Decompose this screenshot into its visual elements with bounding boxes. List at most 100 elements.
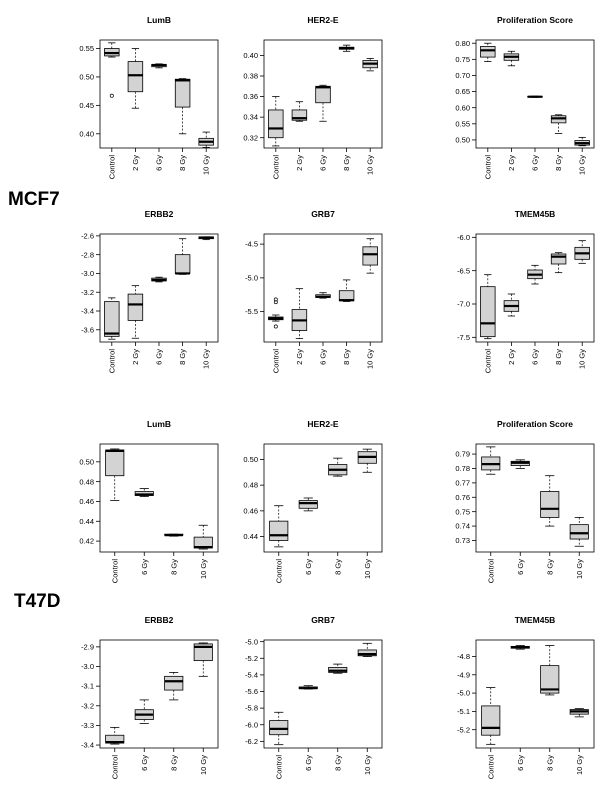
y-tick-label: -6.5 [457, 266, 470, 275]
x-tick-label: Control [107, 349, 116, 374]
x-tick-label: 10 Gy [202, 349, 211, 369]
y-tick-label: 0.50 [455, 136, 470, 145]
chart-mcf7-proliferation-score: Proliferation Score 0.50 0.55 0.60 0.65 0.70 0… [455, 15, 595, 179]
y-tick-label: -4.5 [245, 240, 258, 249]
x-tick-label: 6 Gy [155, 155, 164, 171]
x-tick-label: 8 Gy [545, 755, 554, 771]
y-tick-label: -6.0 [457, 233, 470, 242]
x-tick-label: 6 Gy [155, 349, 164, 365]
y-tick-label: 0.70 [455, 71, 470, 80]
box-10-gy [574, 136, 590, 147]
y-tick-label: 0.77 [455, 478, 470, 487]
y-tick-label: 0.34 [243, 113, 258, 122]
box-10-gy [569, 708, 589, 718]
box-10-gy [362, 58, 378, 72]
x-tick-label: 8 Gy [545, 559, 554, 575]
box-body [193, 643, 213, 662]
box-control [481, 687, 501, 745]
y-tick-label: 0.60 [455, 103, 470, 112]
y-tick-label: -3.4 [81, 741, 94, 750]
box-6-gy [315, 84, 331, 122]
y-tick-label: -2.8 [81, 250, 94, 259]
y-tick-label: -5.5 [245, 307, 258, 316]
y-tick-label: -3.2 [81, 701, 94, 710]
chart-title: Proliferation Score [497, 419, 573, 429]
box-8-gy [338, 279, 355, 302]
box-2-gy [291, 101, 308, 122]
box-body [540, 665, 560, 694]
chart-t47d-grb7: GRB7 -6.2 -6.0 -5.8 -5.6 -5.4 -5.2 -5.0 Control 6… [245, 615, 383, 779]
y-tick-label: -7.0 [457, 300, 470, 309]
chart-t47d-lumb: LumB 0.42 0.44 0.46 0.48 0.50 Control 6 Gy 8 Gy 1… [79, 419, 219, 583]
outlier-point [273, 297, 278, 302]
box-control [269, 711, 289, 746]
y-tick-label: -4.8 [457, 652, 470, 661]
y-tick-label: -5.1 [457, 707, 470, 716]
y-tick-label: 0.80 [455, 39, 470, 48]
y-tick-label: 0.78 [455, 464, 470, 473]
box-10-gy [362, 238, 378, 274]
x-tick-label: 8 Gy [169, 755, 178, 771]
box-6-gy [510, 645, 530, 650]
box-body [481, 705, 501, 736]
x-tick-label: 6 Gy [140, 755, 149, 771]
x-tick-label: 6 Gy [516, 755, 525, 771]
y-tick-label: 0.79 [455, 450, 470, 459]
x-tick-label: 8 Gy [333, 755, 342, 771]
box-10-gy [357, 642, 377, 658]
y-tick-label: 0.48 [243, 481, 258, 490]
chart-title: GRB7 [311, 615, 335, 625]
box-8-gy [338, 44, 355, 52]
x-tick-label: Control [483, 349, 492, 374]
y-tick-label: -6.2 [245, 737, 258, 746]
outlier-point [273, 324, 278, 329]
x-tick-label: Control [271, 349, 280, 374]
cell-line-label-t47d: T47D [14, 591, 61, 612]
box-8-gy [550, 114, 567, 134]
chart-title: LumB [147, 419, 171, 429]
x-tick-label: 10 Gy [578, 155, 587, 175]
x-tick-label: 10 Gy [202, 155, 211, 175]
box-2-gy [503, 50, 520, 67]
x-tick-label: 8 Gy [342, 349, 351, 365]
box-control [104, 297, 120, 340]
box-control [269, 505, 289, 548]
box-2-gy [291, 288, 308, 340]
box-control [480, 274, 496, 340]
box-body [105, 449, 125, 477]
y-tick-label: 0.73 [455, 536, 470, 545]
x-tick-label: 8 Gy [178, 155, 187, 171]
x-tick-label: 8 Gy [178, 349, 187, 365]
x-tick-label: Control [486, 755, 495, 780]
y-tick-label: -5.6 [245, 687, 258, 696]
chart-title: HER2-E [307, 15, 339, 25]
x-tick-label: 6 Gy [319, 155, 328, 171]
x-tick-label: 8 Gy [169, 559, 178, 575]
cell-line-label-mcf7: MCF7 [8, 189, 60, 210]
box-body [550, 253, 567, 265]
box-control [105, 448, 125, 501]
box-body [540, 491, 560, 518]
y-tick-label: -5.2 [457, 725, 470, 734]
box-6-gy [510, 459, 530, 469]
plot-frame [475, 443, 595, 553]
x-tick-label: 8 Gy [554, 155, 563, 171]
y-tick-label: -3.4 [81, 307, 94, 316]
y-tick-label: 0.75 [455, 55, 470, 64]
chart-mcf7-erbb2: ERBB2 -3.6 -3.4 -3.2 -3.0 -2.8 -2.6 Control 2 Gy… [81, 209, 219, 374]
box-body [127, 293, 144, 321]
y-tick-label: 0.32 [243, 133, 258, 142]
y-tick-label: 0.55 [79, 44, 94, 53]
x-tick-label: 10 Gy [366, 155, 375, 175]
y-tick-label: 0.46 [79, 497, 94, 506]
x-tick-label: 2 Gy [131, 349, 140, 365]
y-tick-label: 0.36 [243, 92, 258, 101]
x-tick-label: 10 Gy [575, 559, 584, 579]
y-tick-label: 0.38 [243, 72, 258, 81]
box-8-gy [540, 645, 560, 696]
x-tick-label: 2 Gy [295, 155, 304, 171]
y-tick-label: 0.40 [243, 51, 258, 60]
x-tick-label: 10 Gy [199, 755, 208, 775]
box-control [268, 96, 284, 147]
